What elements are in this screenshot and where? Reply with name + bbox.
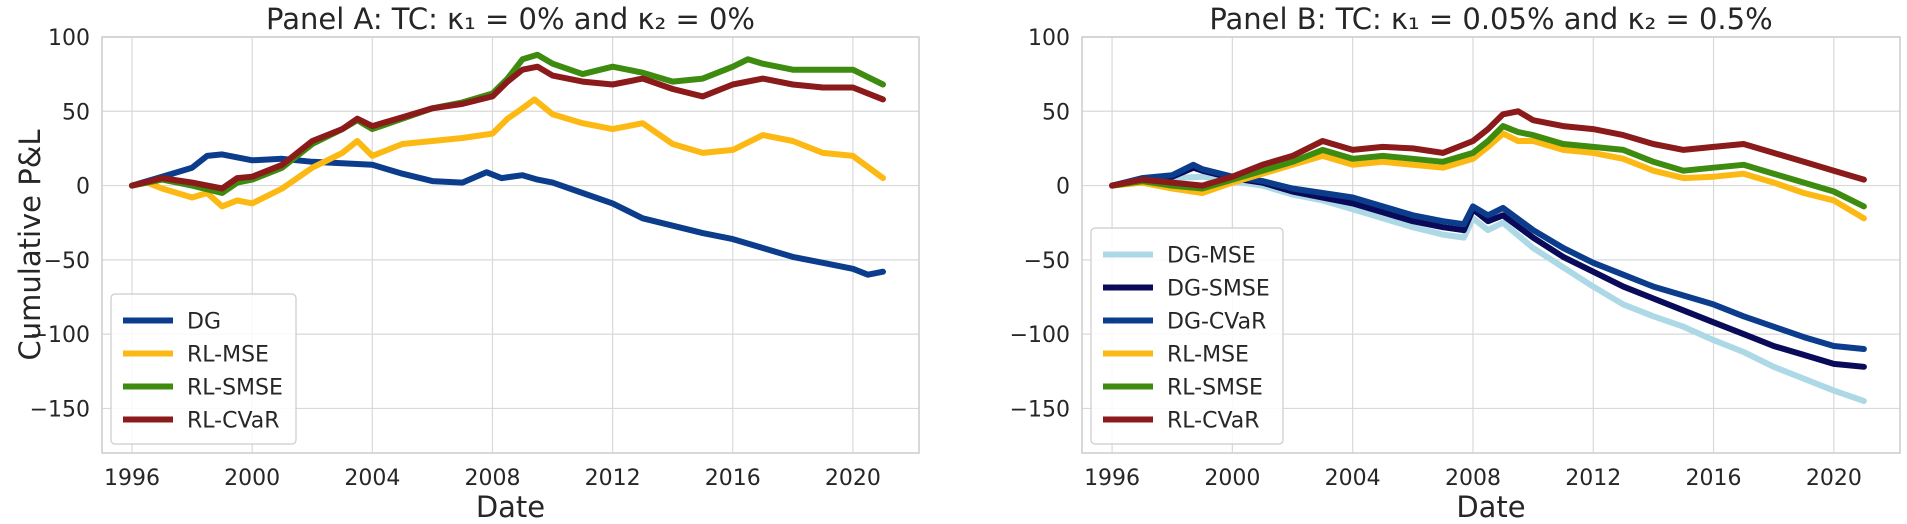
panel-a-y-tick-label: 100 (48, 26, 90, 51)
panel-a-series-dg (129, 151, 886, 278)
panel-a-legend-label: DG (187, 310, 221, 335)
panel-b-y-tick-label: 100 (1028, 26, 1070, 51)
panel-b: 1996 2000 2004 2008 2012 2016 2020 −150 −100 −50 0… (1010, 2, 1901, 524)
panel-b-legend-label: DG-CVaR (1167, 310, 1266, 335)
panel-a-legend-label: RL-MSE (187, 343, 269, 368)
panel-a-y-tick-label: 0 (76, 175, 90, 200)
panel-a: 1996 2000 2004 2008 2012 2016 2020 −150 −100 −50 0… (13, 2, 920, 524)
panel-b-legend-label: DG-SMSE (1167, 277, 1270, 302)
panel-b-y-tick-label: −50 (1024, 249, 1070, 274)
panel-a-x-tick-label: 2020 (825, 466, 881, 491)
panel-a-legend-label: RL-CVaR (187, 409, 280, 434)
panel-b-y-tick-label: −100 (1010, 323, 1070, 348)
panel-b-x-tick-label: 2000 (1204, 466, 1260, 491)
panel-a-y-tick-label: −50 (44, 249, 90, 274)
panel-b-x-tick-label: 2016 (1686, 466, 1742, 491)
panel-b-series (1109, 108, 1867, 404)
panel-b-ticks: 1996 2000 2004 2008 2012 2016 2020 −150 −100 −50 0… (1010, 26, 1862, 491)
panel-b-x-axis-label: Date (1456, 490, 1525, 524)
panel-a-x-tick-label: 1996 (104, 466, 160, 491)
panel-b-legend-label: DG-MSE (1167, 244, 1256, 269)
panel-b-legend: DG-MSE DG-SMSE DG-CVaR RL-MSE RL-SMSE RL-CVaR (1090, 227, 1284, 445)
panel-b-x-tick-label: 2008 (1445, 466, 1501, 491)
panel-b-legend-label: RL-CVaR (1167, 409, 1260, 434)
panel-b-series-rl-smse (1109, 123, 1867, 210)
panel-b-y-tick-label: 50 (1042, 100, 1070, 125)
panel-a-ticks: 1996 2000 2004 2008 2012 2016 2020 −150 −100 −50 0… (30, 26, 881, 491)
panel-b-x-tick-label: 2020 (1806, 466, 1862, 491)
panel-b-y-tick-label: −150 (1010, 397, 1070, 422)
panel-b-legend-box (1090, 227, 1284, 445)
panel-b-x-tick-label: 2012 (1565, 466, 1621, 491)
panel-a-x-axis-label: Date (476, 490, 545, 524)
panel-a-legend: DG RL-MSE RL-SMSE RL-CVaR (110, 293, 297, 445)
panel-a-x-tick-label: 2012 (585, 466, 641, 491)
panel-a-title: Panel A: TC: κ₁ = 0% and κ₂ = 0% (266, 2, 755, 36)
panel-b-title: Panel B: TC: κ₁ = 0.05% and κ₂ = 0.5% (1209, 2, 1772, 36)
panel-a-series-rl-mse (129, 96, 886, 210)
panel-a-series-rl-cvar (129, 63, 886, 192)
panel-a-x-tick-label: 2016 (705, 466, 761, 491)
panel-a-y-axis-label: Cumulative P&L (13, 130, 47, 361)
panel-a-y-tick-label: −100 (30, 323, 90, 348)
panel-a-legend-label: RL-SMSE (187, 376, 283, 401)
panel-b-legend-label: RL-SMSE (1167, 376, 1263, 401)
panel-b-legend-label: RL-MSE (1167, 343, 1249, 368)
panel-a-y-tick-label: 50 (62, 100, 90, 125)
panel-a-frame (101, 36, 920, 454)
panel-b-series-dg-cvar (1109, 161, 1867, 352)
panel-a-x-tick-label: 2004 (344, 466, 400, 491)
panel-a-series (129, 51, 886, 278)
panel-b-x-tick-label: 2004 (1325, 466, 1381, 491)
panel-a-x-tick-label: 2008 (464, 466, 520, 491)
panel-b-series-rl-cvar (1109, 108, 1867, 189)
panel-a-legend-box (110, 293, 297, 445)
panel-b-y-tick-label: 0 (1056, 175, 1070, 200)
panel-a-y-tick-label: −150 (30, 397, 90, 422)
panel-b-frame (1081, 36, 1901, 454)
panel-b-x-tick-label: 1996 (1084, 466, 1140, 491)
panel-a-x-tick-label: 2000 (224, 466, 280, 491)
